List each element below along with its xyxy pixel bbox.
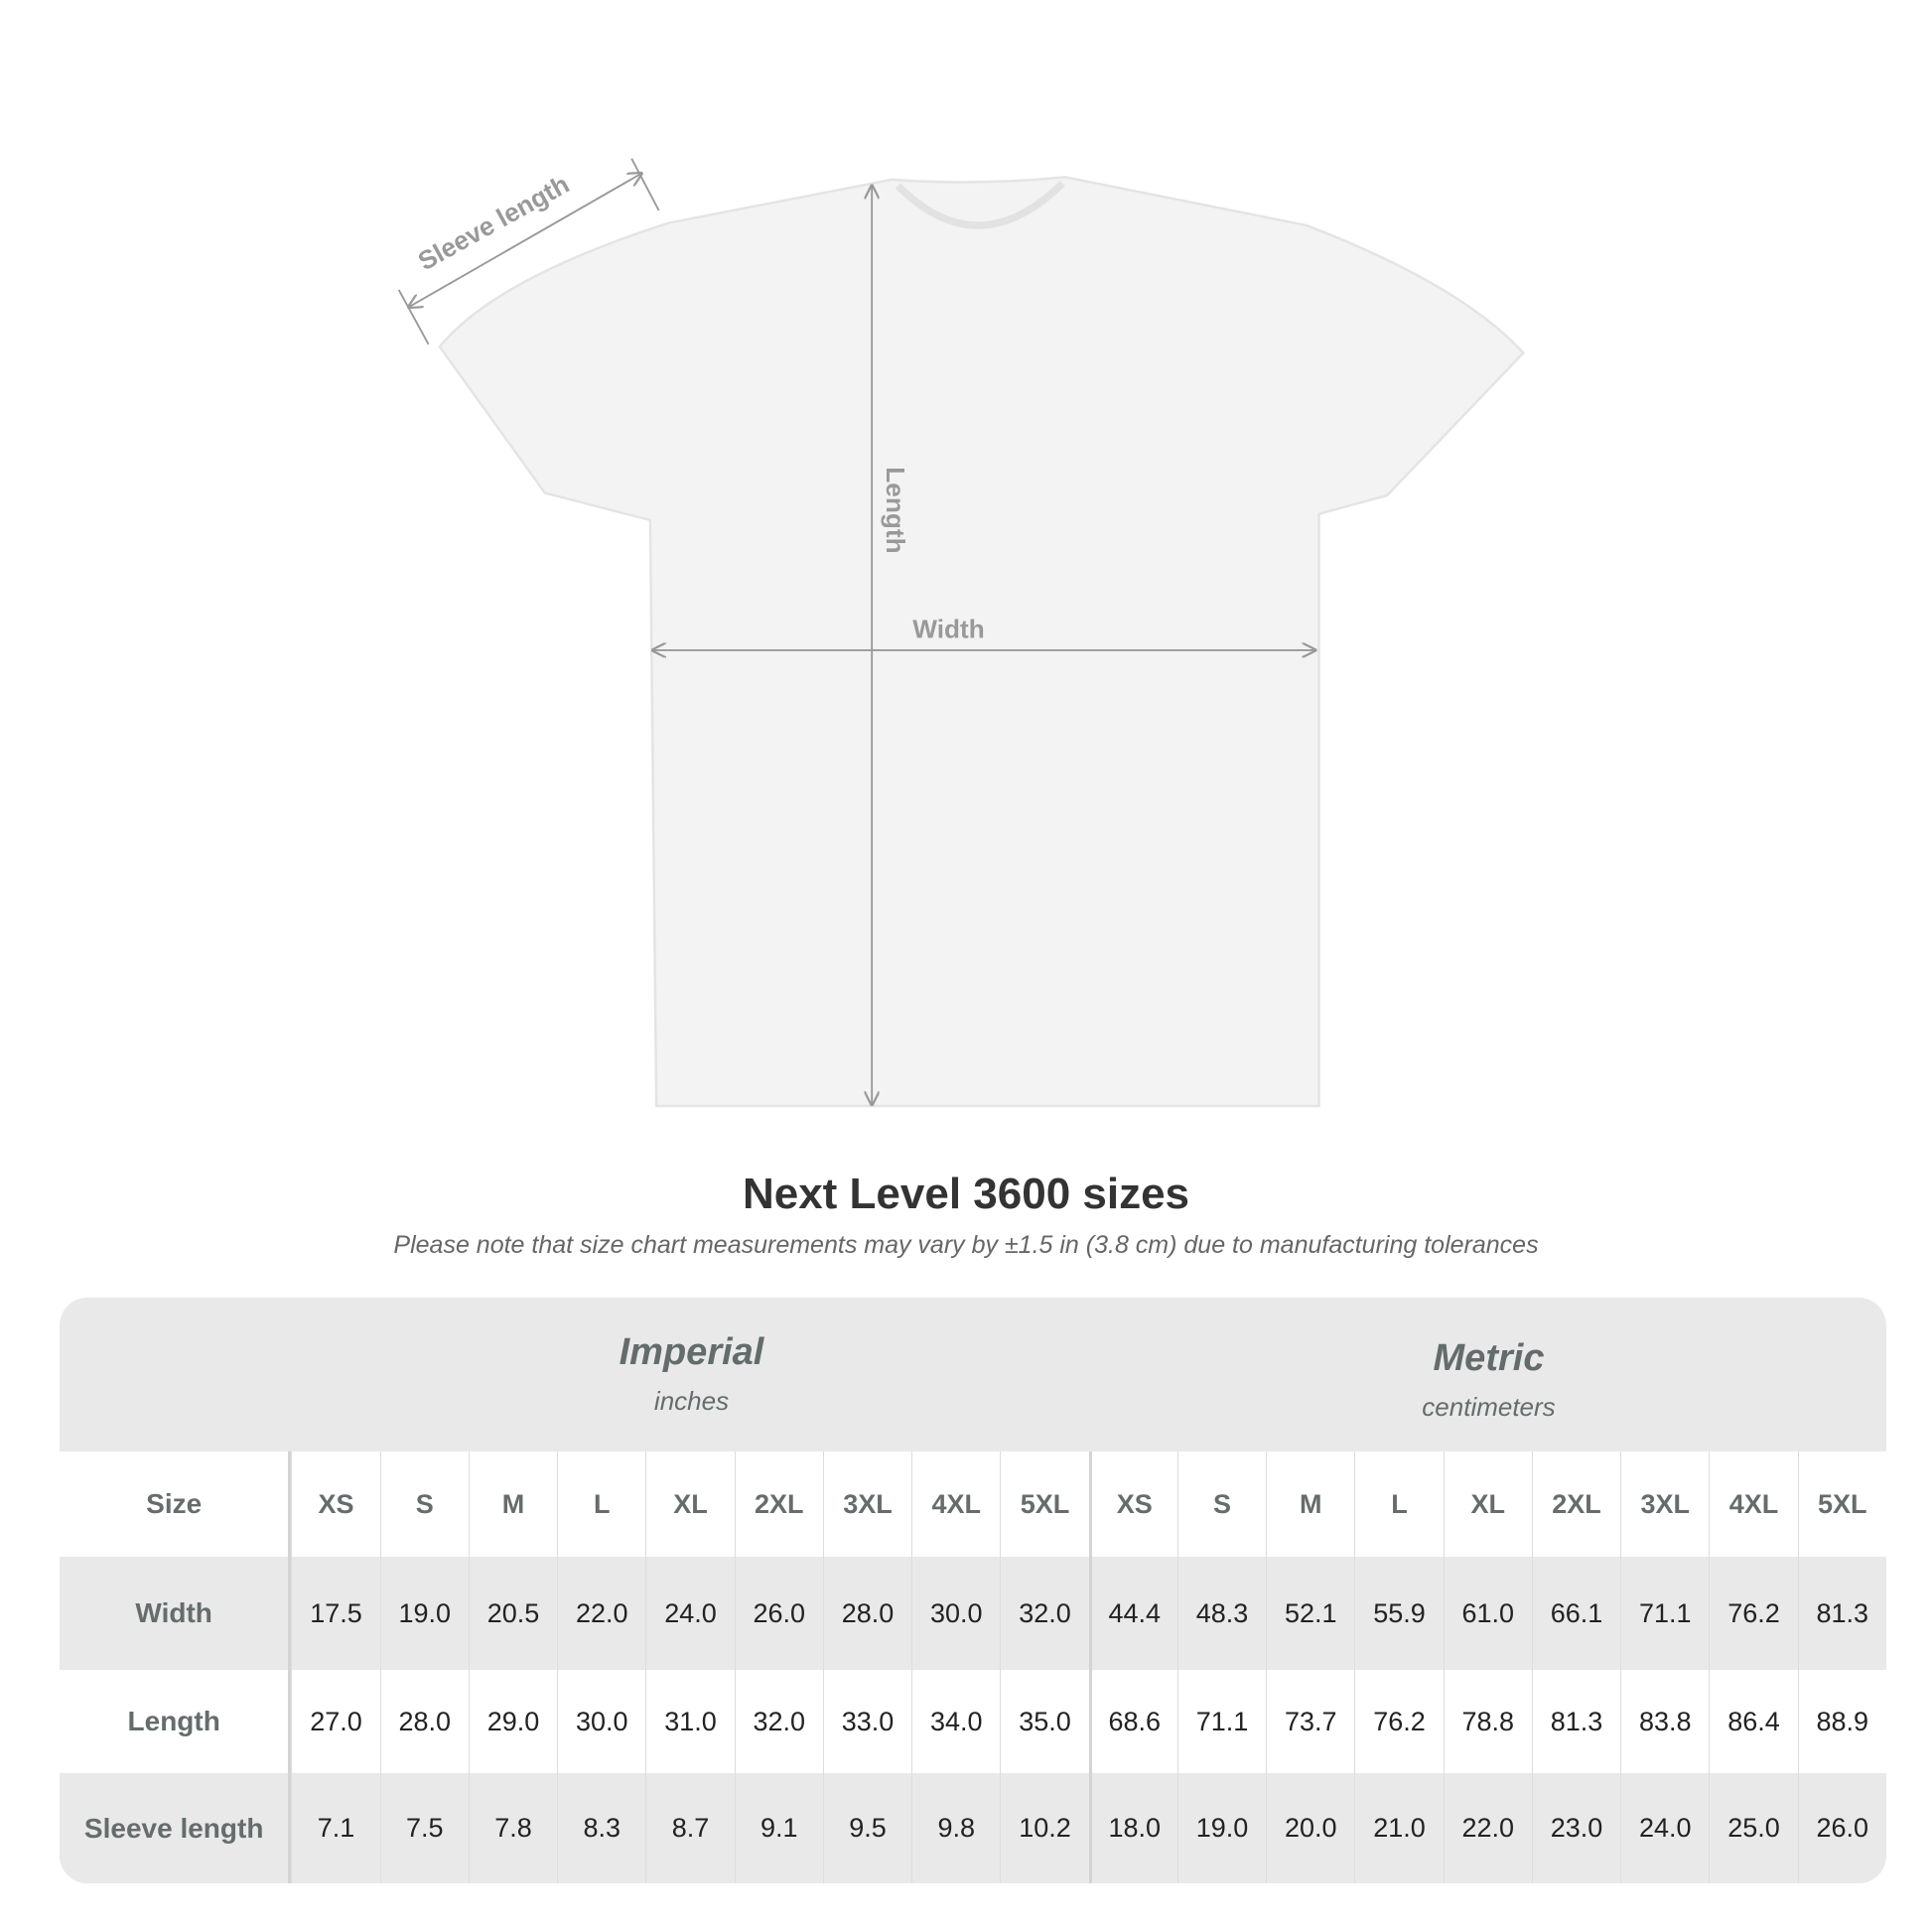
metric-size-header: L — [1354, 1451, 1443, 1557]
imperial-unit: inches — [653, 1386, 730, 1416]
metric-value-cell: 20.0 — [1266, 1773, 1354, 1883]
imperial-size-header: L — [557, 1451, 645, 1557]
row-label: Size — [60, 1451, 292, 1557]
metric-value-cell: 78.8 — [1443, 1670, 1532, 1773]
imperial-value-cell: 22.0 — [557, 1557, 645, 1670]
metric-value-cell: 55.9 — [1354, 1557, 1443, 1670]
metric-value-cell: 71.1 — [1620, 1557, 1709, 1670]
imperial-size-header: 5XL — [1000, 1451, 1088, 1557]
metric-size-header: M — [1266, 1451, 1354, 1557]
imperial-value-cell: 7.8 — [468, 1773, 557, 1883]
imperial-size-header: 2XL — [734, 1451, 823, 1557]
metric-value-cell: 22.0 — [1443, 1773, 1532, 1883]
table-row: Sleeve length 7.1 7.5 7.8 8.3 8.7 9.1 9.5 9.8 10.… — [60, 1773, 1886, 1883]
metric-size-header: 4XL — [1709, 1451, 1797, 1557]
imperial-value-cell: 8.7 — [645, 1773, 734, 1883]
metric-value-cell: 68.6 — [1088, 1670, 1177, 1773]
row-label: Length — [60, 1670, 292, 1773]
imperial-header: Imperial inches — [292, 1298, 1091, 1451]
metric-heading: Metric — [1433, 1337, 1545, 1379]
imperial-size-header: XL — [645, 1451, 734, 1557]
sleeve-arrow — [409, 174, 642, 308]
imperial-value-cell: 26.0 — [734, 1557, 823, 1670]
imperial-value-cell: 7.1 — [291, 1773, 379, 1883]
imperial-value-cell: 29.0 — [468, 1670, 557, 1773]
metric-value-cell: 19.0 — [1176, 1773, 1266, 1883]
imperial-value-cell: 20.5 — [468, 1557, 557, 1670]
metric-value-cell: 52.1 — [1266, 1557, 1354, 1670]
imperial-value-cell: 9.1 — [734, 1773, 823, 1883]
metric-size-header: XS — [1088, 1451, 1177, 1557]
imperial-value-cell: 35.0 — [1000, 1670, 1088, 1773]
metric-size-header: S — [1176, 1451, 1266, 1557]
imperial-value-cell: 27.0 — [291, 1670, 379, 1773]
metric-size-header: 5XL — [1797, 1451, 1886, 1557]
sleeve-length-label: Sleeve length — [413, 169, 574, 276]
imperial-value-cell: 31.0 — [645, 1670, 734, 1773]
metric-value-cell: 76.2 — [1354, 1670, 1443, 1773]
imperial-value-cell: 10.2 — [1000, 1773, 1088, 1883]
row-label: Sleeve length — [60, 1773, 292, 1883]
imperial-value-cell: 9.5 — [822, 1773, 911, 1883]
imperial-value-cell: 33.0 — [822, 1670, 911, 1773]
imperial-value-cell: 24.0 — [645, 1557, 734, 1670]
imperial-size-header: 4XL — [911, 1451, 1000, 1557]
imperial-size-header: XS — [291, 1451, 379, 1557]
metric-value-cell: 23.0 — [1531, 1773, 1620, 1883]
metric-value-cell: 81.3 — [1531, 1670, 1620, 1773]
table-row: Length 27.0 28.0 29.0 30.0 31.0 32.0 33.0 34.0 35… — [60, 1670, 1886, 1773]
metric-value-cell: 21.0 — [1354, 1773, 1443, 1883]
imperial-value-cell: 32.0 — [734, 1670, 823, 1773]
size-table: Imperial inches Metric centimeters Size X… — [60, 1298, 1886, 1883]
metric-value-cell: 61.0 — [1443, 1557, 1532, 1670]
metric-value-cell: 44.4 — [1088, 1557, 1177, 1670]
imperial-size-header: M — [468, 1451, 557, 1557]
imperial-value-cell: 30.0 — [557, 1670, 645, 1773]
width-label: Width — [912, 614, 984, 643]
metric-value-cell: 18.0 — [1088, 1773, 1177, 1883]
metric-value-cell: 81.3 — [1797, 1557, 1886, 1670]
metric-value-cell: 26.0 — [1797, 1773, 1886, 1883]
metric-value-cell: 25.0 — [1709, 1773, 1797, 1883]
metric-value-cell: 66.1 — [1531, 1557, 1620, 1670]
imperial-value-cell: 8.3 — [557, 1773, 645, 1883]
metric-unit: centimeters — [1422, 1392, 1556, 1422]
row-label: Width — [60, 1557, 292, 1670]
metric-value-cell: 71.1 — [1176, 1670, 1266, 1773]
page-title: Next Level 3600 sizes — [742, 1170, 1190, 1218]
metric-size-header: 3XL — [1620, 1451, 1709, 1557]
imperial-value-cell: 28.0 — [379, 1670, 469, 1773]
metric-value-cell: 76.2 — [1709, 1557, 1797, 1670]
imperial-heading: Imperial — [619, 1331, 764, 1373]
metric-value-cell: 88.9 — [1797, 1670, 1886, 1773]
imperial-size-header: S — [379, 1451, 469, 1557]
tolerance-note: Please note that size chart measurements… — [393, 1231, 1539, 1259]
imperial-value-cell: 9.8 — [911, 1773, 1000, 1883]
imperial-size-header: 3XL — [822, 1451, 911, 1557]
imperial-value-cell: 17.5 — [291, 1557, 379, 1670]
size-header-row: Size XS S M L XL 2XL 3XL 4XL 5XL XS S M L XL 2XL 3XL 4XL 5… — [60, 1451, 1886, 1557]
metric-size-header: 2XL — [1531, 1451, 1620, 1557]
metric-size-header: XL — [1443, 1451, 1532, 1557]
metric-value-cell: 73.7 — [1266, 1670, 1354, 1773]
imperial-value-cell: 19.0 — [379, 1557, 469, 1670]
imperial-value-cell: 34.0 — [911, 1670, 1000, 1773]
imperial-value-cell: 7.5 — [379, 1773, 469, 1883]
imperial-value-cell: 28.0 — [822, 1557, 911, 1670]
imperial-value-cell: 32.0 — [1000, 1557, 1088, 1670]
metric-value-cell: 86.4 — [1709, 1670, 1797, 1773]
table-row: Width 17.5 19.0 20.5 22.0 24.0 26.0 28.0 30.0 32.… — [60, 1557, 1886, 1670]
metric-value-cell: 48.3 — [1176, 1557, 1266, 1670]
metric-value-cell: 24.0 — [1620, 1773, 1709, 1883]
metric-value-cell: 83.8 — [1620, 1670, 1709, 1773]
length-label: Length — [881, 467, 910, 553]
imperial-value-cell: 30.0 — [911, 1557, 1000, 1670]
metric-header: Metric centimeters — [1091, 1304, 1886, 1457]
